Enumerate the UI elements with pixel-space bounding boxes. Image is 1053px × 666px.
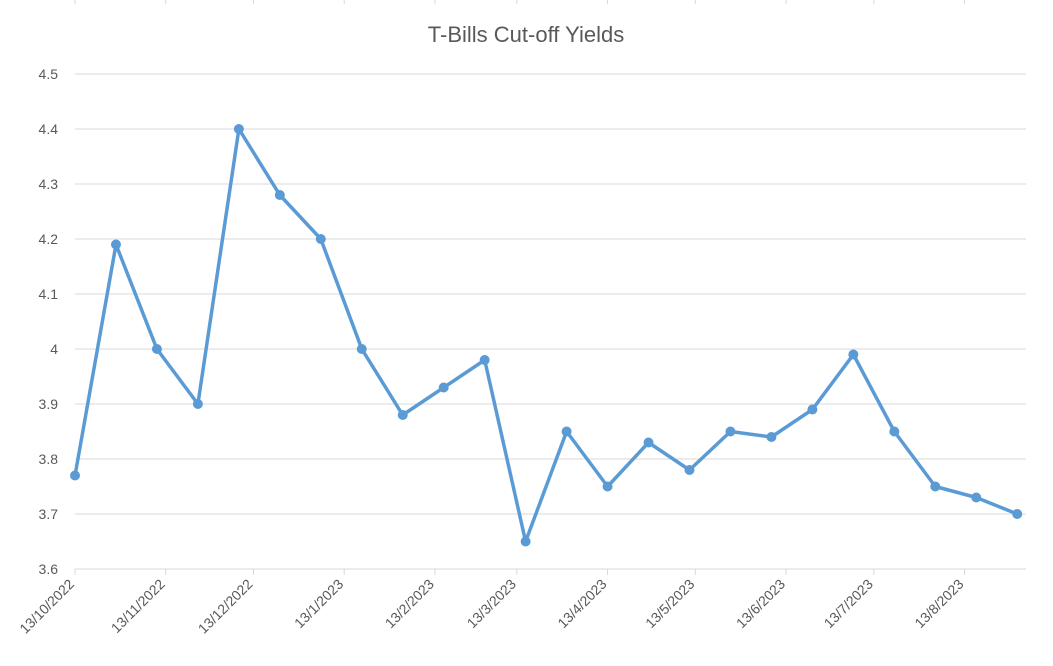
data-point (930, 481, 941, 492)
x-tick-label: 13/12/2022 (195, 576, 256, 637)
data-point (602, 481, 613, 492)
x-tick-label: 13/5/2023 (642, 576, 698, 632)
y-tick-label: 3.7 (39, 506, 59, 522)
y-tick-label: 3.8 (39, 451, 59, 467)
y-axis-labels: 3.6 3.7 3.8 3.9 4 4.1 4.2 4.3 4.4 4.5 (39, 66, 59, 577)
y-tick-label: 4.3 (39, 176, 59, 192)
x-tick-label: 13/8/2023 (911, 576, 967, 632)
data-point (725, 426, 736, 437)
data-point (151, 344, 162, 354)
data-point (848, 349, 859, 360)
y-tick-label: 3.9 (39, 396, 59, 412)
x-axis (74, 568, 1026, 575)
data-point (807, 404, 818, 415)
data-point (684, 465, 695, 475)
data-point (397, 410, 408, 420)
data-point (315, 234, 326, 244)
y-tick-label: 4 (50, 341, 58, 357)
x-axis-labels: 13/10/2022 13/11/2022 13/12/2022 13/1/2023 1… (16, 576, 967, 637)
y-tick-label: 3.6 (39, 561, 59, 577)
x-tick-label: 13/6/2023 (733, 576, 789, 632)
data-point (356, 344, 367, 354)
x-tick-label: 13/4/2023 (554, 576, 610, 632)
data-point (233, 124, 244, 134)
x-tick-label: 13/1/2023 (291, 576, 347, 632)
data-point (438, 382, 449, 393)
data-point (643, 437, 654, 448)
data-point (971, 492, 982, 503)
series-line-group (73, 127, 1019, 544)
y-tick-label: 4.5 (39, 66, 59, 82)
series-line (73, 127, 1019, 544)
gridlines (74, 0, 1026, 515)
data-point (70, 470, 80, 481)
x-tick-label: 13/3/2023 (464, 576, 520, 632)
chart-title: T-Bills Cut-off Yields (428, 22, 624, 47)
data-point (274, 190, 285, 200)
data-point (766, 432, 777, 442)
data-point (561, 426, 572, 437)
x-tick-label: 13/2/2023 (382, 576, 438, 632)
data-point (889, 426, 900, 437)
data-points (70, 124, 1023, 547)
x-tick-label: 13/10/2022 (16, 576, 77, 637)
data-point (479, 355, 490, 365)
data-point (192, 399, 203, 409)
x-tick-label: 13/7/2023 (821, 576, 877, 632)
y-tick-label: 4.1 (39, 286, 59, 302)
y-tick-label: 4.4 (39, 121, 59, 137)
y-tick-label: 4.2 (39, 231, 59, 247)
data-point (110, 239, 121, 250)
x-tick-label: 13/11/2022 (108, 576, 168, 636)
data-point (520, 536, 531, 547)
data-point (1012, 509, 1023, 519)
